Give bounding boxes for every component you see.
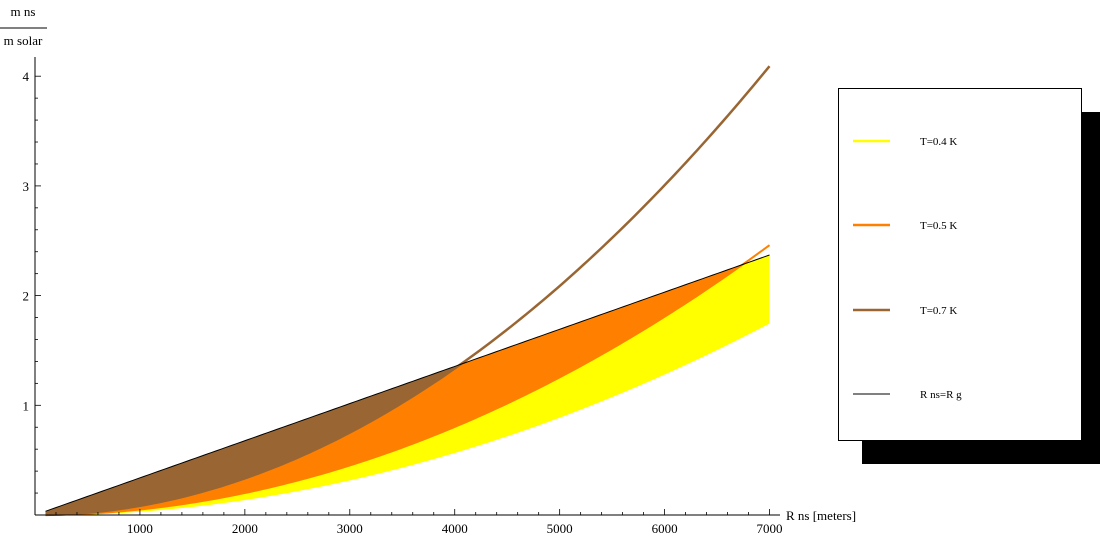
y-tick-label: 2 (23, 289, 30, 304)
axes: 1000 2000 3000 4000 5000 6000 7000 1 2 3 4 R ns [me… (0, 4, 856, 536)
legend: T=0.4 K T=0.5 K T=0.7 K R ns=R g (838, 88, 1100, 464)
x-tick-label: 3000 (337, 521, 363, 536)
series-line-t04 (45, 322, 770, 516)
y-tick-label: 3 (23, 179, 30, 194)
region-fills (45, 254, 770, 515)
curves (45, 65, 771, 517)
x-axis-label: R ns [meters] (786, 508, 856, 523)
series-line-rg (45, 254, 770, 512)
legend-label: T=0.7 K (920, 305, 957, 317)
region-fill-yellow (45, 254, 770, 515)
series-line-t07 (45, 65, 771, 517)
x-tick-label: 5000 (547, 521, 573, 536)
series-line-t05 (45, 244, 771, 516)
region-fill-brown (45, 254, 770, 515)
y-tick-label: 1 (23, 398, 30, 413)
y-tick-label: 4 (23, 69, 30, 84)
legend-box (838, 88, 1082, 441)
x-tick-label: 7000 (757, 521, 783, 536)
x-tick-label: 2000 (232, 521, 258, 536)
legend-label: T=0.5 K (920, 220, 957, 232)
legend-label: R ns=R g (920, 389, 962, 401)
y-axis-label-numerator: m ns (11, 4, 36, 19)
x-tick-label: 6000 (652, 521, 678, 536)
region-fill-orange (45, 254, 770, 515)
y-axis-label-denominator: m solar (4, 33, 43, 48)
x-tick-label: 1000 (127, 521, 153, 536)
x-tick-label: 4000 (442, 521, 468, 536)
legend-label: T=0.4 K (920, 136, 957, 148)
